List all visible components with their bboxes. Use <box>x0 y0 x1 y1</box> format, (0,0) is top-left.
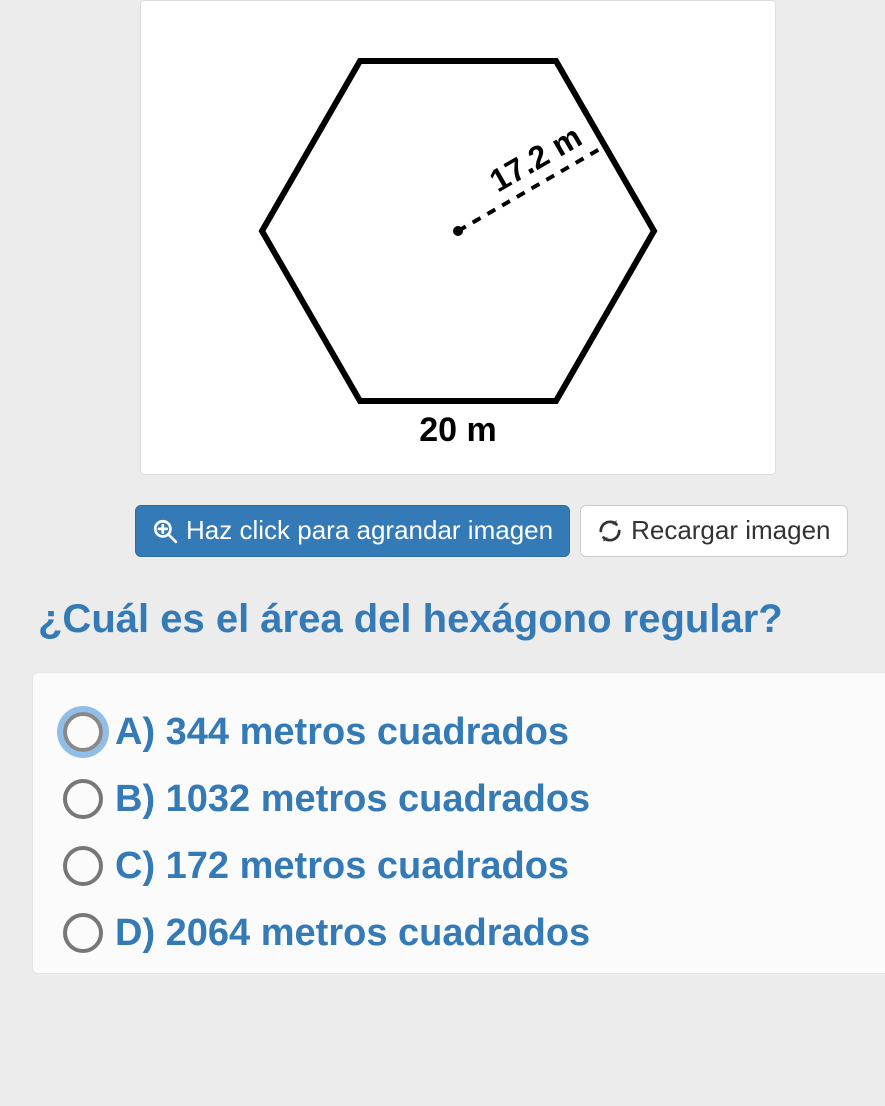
answer-options-panel: A) 344 metros cuadrados B) 1032 metros c… <box>32 672 885 974</box>
image-action-row: Haz click para agrandar imagen Recargar … <box>135 505 885 557</box>
zoom-in-icon <box>152 518 178 544</box>
figure-card: 17.2 m 20 m <box>140 0 776 475</box>
reload-button-label: Recargar imagen <box>631 514 830 548</box>
option-c-label: C) 172 metros cuadrados <box>115 845 569 888</box>
radio-a[interactable] <box>63 712 103 752</box>
option-a[interactable]: A) 344 metros cuadrados <box>63 711 873 754</box>
option-b-label: B) 1032 metros cuadrados <box>115 778 590 821</box>
option-a-label: A) 344 metros cuadrados <box>115 711 569 754</box>
option-d[interactable]: D) 2064 metros cuadrados <box>63 912 873 955</box>
enlarge-button-label: Haz click para agrandar imagen <box>186 514 553 548</box>
question-text: ¿Cuál es el área del hexágono regular? <box>38 597 885 642</box>
center-dot <box>453 226 463 236</box>
reload-icon <box>597 518 623 544</box>
option-c[interactable]: C) 172 metros cuadrados <box>63 845 873 888</box>
hexagon-diagram: 17.2 m 20 m <box>158 5 758 470</box>
radio-d[interactable] <box>63 913 103 953</box>
enlarge-image-button[interactable]: Haz click para agrandar imagen <box>135 505 570 557</box>
reload-image-button[interactable]: Recargar imagen <box>580 505 847 557</box>
side-label: 20 m <box>419 411 497 449</box>
option-b[interactable]: B) 1032 metros cuadrados <box>63 778 873 821</box>
radio-c[interactable] <box>63 846 103 886</box>
radio-b[interactable] <box>63 779 103 819</box>
option-d-label: D) 2064 metros cuadrados <box>115 912 590 955</box>
